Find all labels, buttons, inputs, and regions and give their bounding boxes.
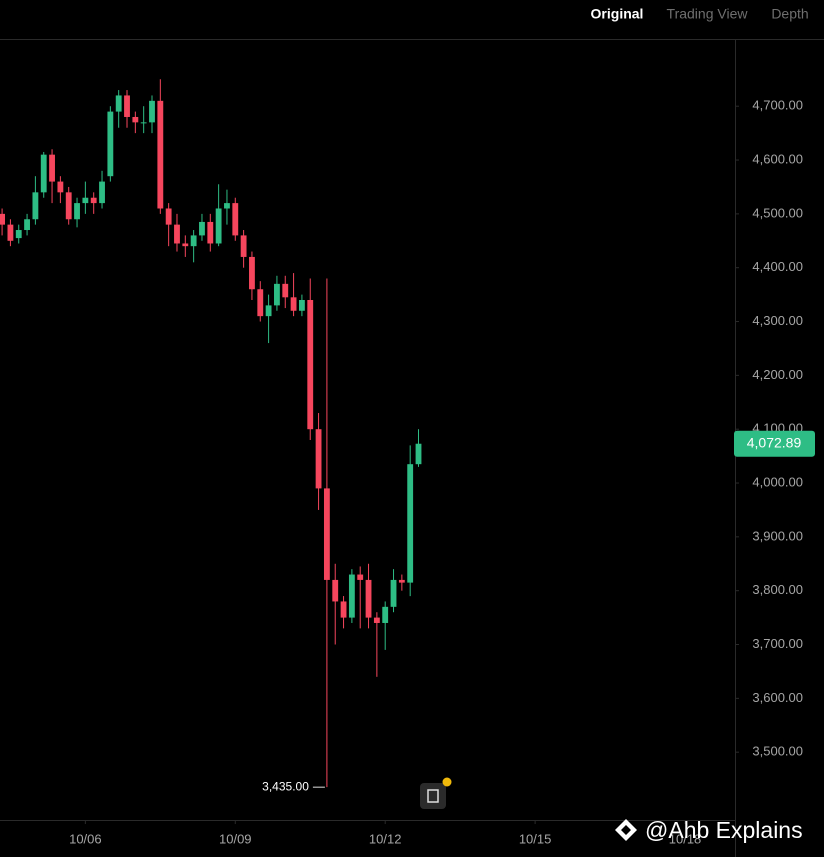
candle-body	[190, 235, 197, 247]
candle-body	[182, 243, 189, 247]
candle-body	[24, 219, 30, 231]
tab-original[interactable]: Original	[591, 6, 644, 22]
tab-trading-view[interactable]: Trading View	[667, 6, 749, 22]
candle-body	[240, 235, 247, 257]
candle-body	[340, 601, 347, 618]
candle-body	[365, 579, 372, 618]
icon-glyph	[427, 789, 439, 803]
candle-body	[224, 203, 230, 209]
candle-body	[57, 181, 64, 193]
candle-body	[65, 192, 72, 220]
candle-body	[348, 574, 355, 618]
candle-body	[0, 213, 5, 225]
candle-body	[298, 300, 305, 311]
last-price-tag	[734, 430, 815, 457]
y-tick-label: 3,600.00	[752, 690, 803, 705]
candle-body	[165, 208, 172, 225]
y-tick-label: 4,300.00	[752, 313, 803, 328]
candle-body	[140, 122, 147, 124]
candle-body	[82, 197, 89, 204]
icon-box[interactable]	[420, 783, 446, 809]
candle-body	[323, 488, 330, 580]
y-tick-label: 4,500.00	[752, 205, 803, 220]
watermark-logo	[615, 819, 637, 841]
candle-body	[132, 116, 139, 123]
candle-body	[49, 154, 55, 182]
low-marker-label: 3,435.00	[262, 779, 309, 793]
candle-body	[415, 443, 422, 465]
candle-body	[199, 221, 205, 236]
y-tick-label: 4,000.00	[752, 474, 803, 489]
candle-body	[74, 203, 80, 220]
candle-body	[249, 256, 255, 290]
candle-body	[232, 203, 239, 236]
candle-body	[257, 289, 264, 317]
candle-body	[7, 224, 14, 241]
x-tick-label: 10/06	[69, 831, 102, 846]
candle-body	[265, 305, 272, 317]
y-tick-label: 4,600.00	[752, 151, 803, 166]
candle-body	[373, 617, 380, 623]
candle-body	[382, 606, 389, 623]
y-tick-label: 4,700.00	[752, 98, 803, 113]
x-tick-label: 10/15	[519, 831, 552, 846]
candle-body	[40, 154, 47, 193]
candle-body	[115, 95, 122, 112]
candle-body	[15, 230, 22, 239]
y-tick-label: 3,700.00	[752, 636, 803, 651]
marker-icon[interactable]	[420, 777, 452, 810]
candle-body	[290, 297, 297, 311]
candle-body	[307, 300, 314, 430]
candle-body	[32, 192, 39, 220]
candle-body	[274, 283, 280, 306]
y-tick-label: 3,500.00	[752, 744, 803, 759]
candle-body	[282, 283, 289, 298]
y-tick-label: 3,800.00	[752, 582, 803, 597]
last-price-label: 4,072.89	[747, 434, 802, 450]
candle-body	[407, 464, 414, 583]
candle-body	[315, 429, 322, 489]
candle-body	[99, 181, 105, 204]
tab-depth[interactable]: Depth	[771, 6, 808, 22]
candle-body	[332, 579, 339, 602]
candle-body	[149, 100, 155, 123]
y-tick-label: 4,400.00	[752, 259, 803, 274]
watermark: @Ahb Explains	[645, 817, 803, 843]
y-tick-label: 4,200.00	[752, 367, 803, 382]
candle-body	[390, 579, 397, 607]
x-tick-label: 10/18	[669, 831, 702, 846]
candle-body	[157, 100, 164, 209]
candle-body	[90, 197, 97, 204]
candle-body	[357, 574, 364, 580]
x-tick-label: 10/12	[369, 831, 402, 846]
candle-body	[398, 579, 405, 583]
candle-body	[207, 221, 214, 244]
x-tick-label: 10/09	[219, 831, 252, 846]
candle-body	[107, 111, 114, 177]
candle-body	[215, 208, 222, 244]
candle-body	[174, 224, 180, 244]
candle-body	[124, 95, 130, 117]
y-tick-label: 3,900.00	[752, 528, 803, 543]
icon-dot	[442, 777, 452, 787]
